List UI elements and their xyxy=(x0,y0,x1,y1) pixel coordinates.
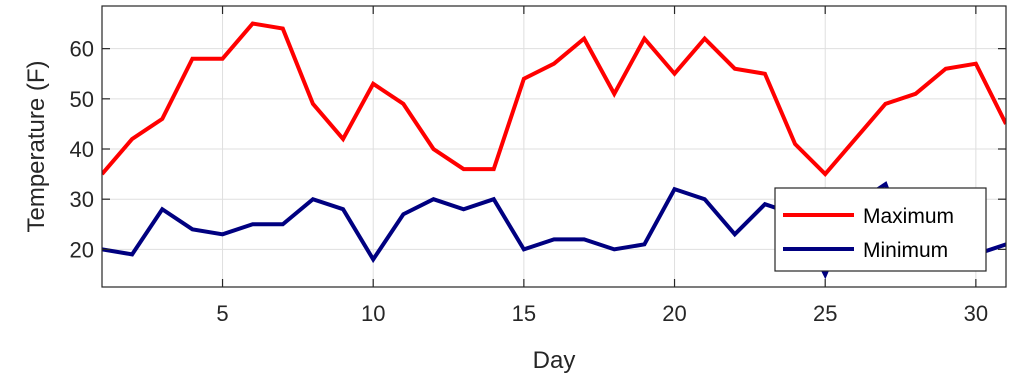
x-tick-label: 20 xyxy=(662,301,686,326)
x-axis-ticks: 5 10 15 20 25 30 xyxy=(216,6,988,326)
x-tick-label: 25 xyxy=(813,301,837,326)
x-axis-label: Day xyxy=(533,347,576,374)
y-tick-label: 30 xyxy=(70,187,94,212)
y-axis-label: Temperature (F) xyxy=(23,60,50,232)
series-line-maximum xyxy=(102,21,1006,178)
y-tick-label: 50 xyxy=(70,87,94,112)
legend: Maximum Minimum xyxy=(774,187,987,272)
legend-entry-label: Minimum xyxy=(863,239,948,262)
grid-lines xyxy=(102,6,1006,287)
legend-box xyxy=(774,187,987,272)
y-tick-label: 20 xyxy=(70,237,94,262)
y-axis-ticks: 20 30 40 50 60 xyxy=(70,37,1006,262)
plot-frame xyxy=(101,5,1007,288)
legend-entry-label: Maximum xyxy=(863,205,954,228)
x-tick-label: 10 xyxy=(361,301,385,326)
y-tick-label: 60 xyxy=(70,37,94,62)
x-tick-label: 5 xyxy=(216,301,228,326)
x-tick-label: 15 xyxy=(512,301,536,326)
x-tick-label: 30 xyxy=(964,301,988,326)
y-tick-label: 40 xyxy=(70,137,94,162)
